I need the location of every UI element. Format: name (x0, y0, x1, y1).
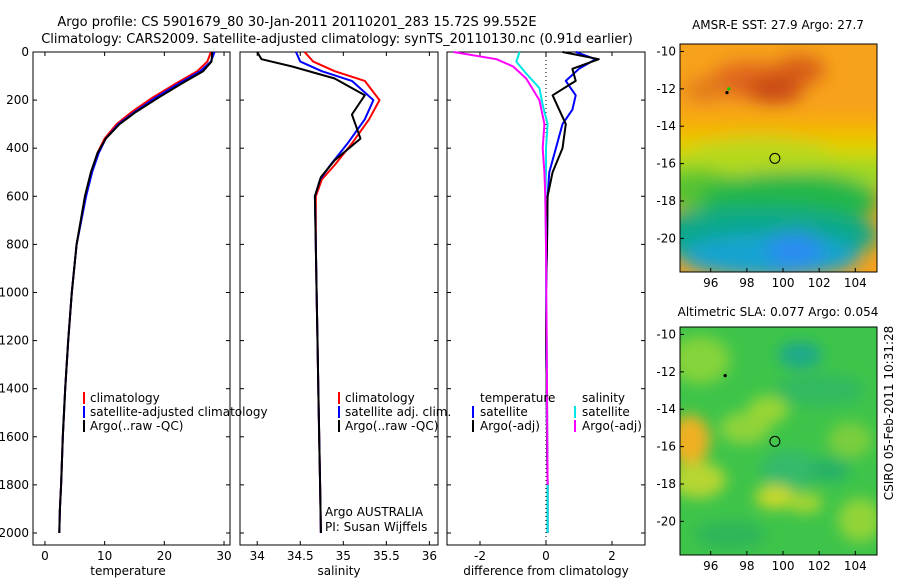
sst_map-xtick-label-102: 102 (808, 276, 831, 290)
temperature-series-climatology (58, 51, 212, 534)
temperature-legend-climatology: climatology (90, 391, 160, 405)
salinity-series-satellite-adj-clim- (295, 51, 375, 534)
difference-series-salinity-argo-adj- (453, 51, 549, 485)
salinity-xtick-label-34: 34 (250, 549, 265, 563)
sla_map-xtick-label-102: 102 (808, 559, 831, 573)
sst_map-float-marker (769, 152, 781, 164)
difference-legend: temperature satellite Argo(-adj) salinit… (472, 391, 642, 433)
depth-tick-label-200: 200 (6, 93, 29, 107)
difference-legend-temp-satellite: satellite (480, 405, 528, 419)
sla_map-track-point (723, 373, 727, 378)
temperature-series-argo-raw-qc- (58, 51, 214, 534)
sla_map-xtick-label-96: 96 (703, 559, 718, 573)
sla_map-xtick-label-104: 104 (844, 559, 867, 573)
salinity-xlabel: salinity (317, 564, 360, 578)
difference-xtick-label--2: -2 (474, 549, 486, 563)
temperature-axes (32, 51, 231, 546)
sst_map-xtick-label-104: 104 (844, 276, 867, 290)
sla_map-xtick-label-100: 100 (772, 559, 795, 573)
difference-legend-sal-argo: Argo(-adj) (582, 419, 642, 433)
depth-tick-label-1400: 1400 (0, 382, 29, 396)
sla-map-field (680, 327, 877, 555)
depth-tick-label-0: 0 (21, 45, 29, 59)
sla_map-float-marker (769, 435, 781, 447)
sla_map-ytick-label--12: -12 (656, 365, 676, 379)
depth-tick-label-800: 800 (6, 237, 29, 251)
difference-legend-temperature-title: temperature (480, 391, 555, 405)
salinity-axes (239, 51, 439, 546)
sla-map-title: Altimetric SLA: 0.077 Argo: 0.054 (678, 305, 879, 319)
temperature-xlabel: temperature (90, 564, 165, 578)
depth-tick-label-1600: 1600 (0, 430, 29, 444)
sst-map-frame (679, 43, 878, 273)
difference-series-salinity-satellite (515, 51, 549, 533)
sst_map-xtick-label-96: 96 (703, 276, 718, 290)
temperature-series-satellite-adjusted-climatology (58, 51, 216, 534)
temperature-xtick-label-20: 20 (157, 549, 172, 563)
depth-tick-label-2000: 2000 (0, 526, 29, 540)
difference-plot: -2 0 2 (447, 51, 645, 563)
sla_map-ytick-label--18: -18 (656, 477, 676, 491)
sst_map-ytick-label--14: -14 (656, 119, 676, 133)
sst_map-ytick-label--10: -10 (656, 44, 676, 58)
depth-tick-label-400: 400 (6, 141, 29, 155)
difference-legend-sal-satellite: satellite (582, 405, 630, 419)
sla_map-ytick-label--10: -10 (656, 327, 676, 341)
depth-tick-label-600: 600 (6, 189, 29, 203)
difference-xtick-label-2: 2 (608, 549, 616, 563)
temperature-legend: climatology satellite-adjusted climatolo… (83, 391, 268, 433)
difference-legend-temp-argo: Argo(-adj) (480, 419, 540, 433)
sst-map-overlay: 96 98 100 102 104 -10 -12 -14 -16 -18 -20 (656, 44, 866, 290)
salinity-legend-satellite: satellite adj. clim. (345, 405, 451, 419)
temperature-legend-argo: Argo(..raw -QC) (90, 419, 183, 433)
salinity-xtick-label-35: 35 (336, 549, 351, 563)
salinity-legend-argo: Argo(..raw -QC) (345, 419, 438, 433)
figure-title-line1: Argo profile: CS 5901679_80 30-Jan-2011 … (57, 15, 536, 30)
salinity-xtick-label-34.5: 34.5 (287, 549, 314, 563)
sst-map-field (680, 44, 877, 272)
figure-title-line2: Climatology: CARS2009. Satellite-adjuste… (41, 32, 633, 47)
sla_map-ytick-label--14: -14 (656, 402, 676, 416)
sst_map-xtick-label-100: 100 (772, 276, 795, 290)
difference-legend-salinity-title: salinity (582, 391, 625, 405)
salinity-annotation-line2: PI: Susan Wijffels (325, 520, 427, 534)
temperature-plot: 0 200 400 600 800 1000 1200 1400 1600 1800 2000 0 10… (0, 45, 232, 563)
salinity-legend: climatology satellite adj. clim. Argo(..… (325, 391, 451, 534)
temperature-xtick-label-10: 10 (97, 549, 112, 563)
temperature-xtick-label-0: 0 (41, 549, 49, 563)
salinity-legend-climatology: climatology (345, 391, 415, 405)
sla_map-xtick-label-98: 98 (739, 559, 754, 573)
temperature-xtick-label-30: 30 (216, 549, 231, 563)
salinity-annotation-line1: Argo AUSTRALIA (325, 505, 424, 519)
depth-tick-label-1200: 1200 (0, 334, 29, 348)
depth-tick-label-1800: 1800 (0, 478, 29, 492)
sst_map-track-point (727, 87, 731, 91)
difference-xlabel: difference from climatology (463, 564, 629, 578)
sst-map-title: AMSR-E SST: 27.9 Argo: 27.7 (692, 18, 864, 32)
sst_map-ytick-label--20: -20 (656, 231, 676, 245)
sla_map-ytick-label--20: -20 (656, 514, 676, 528)
sst_map-ytick-label--18: -18 (656, 194, 676, 208)
sla-map-frame (679, 326, 878, 556)
side-timestamp-label: CSIRO 05-Feb-2011 10:31:28 (882, 326, 896, 501)
difference-series-temperature-satellite (545, 51, 597, 533)
sla-map-overlay: 96 98 100 102 104 -10 -12 -14 -16 -18 -20 (656, 327, 866, 573)
temperature-legend-satellite: satellite-adjusted climatology (90, 405, 268, 419)
salinity-plot: 34 34.5 35 35.5 36 (240, 51, 438, 563)
salinity-xtick-label-35.5: 35.5 (373, 549, 400, 563)
salinity-series-argo-raw-qc- (256, 51, 366, 534)
difference-xtick-label-0: 0 (542, 549, 550, 563)
difference-series-temperature-argo-adj- (545, 51, 600, 533)
salinity-xtick-label-36: 36 (422, 549, 437, 563)
sst_map-xtick-label-98: 98 (739, 276, 754, 290)
sst_map-ytick-label--12: -12 (656, 82, 676, 96)
depth-tick-label-1000: 1000 (0, 285, 29, 299)
sst_map-track-point (725, 90, 729, 95)
sst_map-ytick-label--16: -16 (656, 157, 676, 171)
sla_map-ytick-label--16: -16 (656, 440, 676, 454)
